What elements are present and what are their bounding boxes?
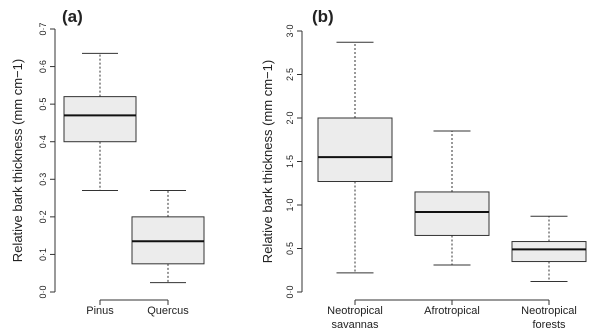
y-tick-label: 0·2 <box>38 210 48 223</box>
y-tick-label: 2·0 <box>285 111 295 124</box>
y-tick-label: 0·5 <box>38 98 48 111</box>
y-tick-label: 1·0 <box>285 198 295 211</box>
chart-panel-0: 0·0 0·1 0·2 0·3 0·4 0·5 0·6 0·7 Relative bark th… <box>10 7 205 317</box>
box-0 <box>63 52 137 192</box>
iqr-box <box>63 96 137 143</box>
x-tick-label: Afrotropical <box>424 305 480 317</box>
box-1 <box>414 130 490 266</box>
x-tick-label: Pinus <box>86 305 114 317</box>
box-2 <box>511 215 587 283</box>
y-axis-title: Relative bark thickness (mm cm−1) <box>10 59 25 262</box>
y-tick-label: 0·0 <box>285 285 295 298</box>
iqr-box <box>414 191 490 236</box>
panel-label: (b) <box>312 7 334 26</box>
box-0 <box>317 41 393 274</box>
y-tick-label: 1·5 <box>285 155 295 168</box>
y-tick-label: 0·4 <box>38 135 48 148</box>
y-tick-label: 0·6 <box>38 60 48 73</box>
chart-panel-1: 0·0 0·5 1·0 1·5 2·0 2·5 3·0 Relative bark thick… <box>260 7 587 331</box>
x-tick-label: Neotropical <box>327 305 383 317</box>
x-tick-label: Quercus <box>147 305 189 317</box>
iqr-box <box>511 241 587 263</box>
y-tick-label: 2·5 <box>285 68 295 81</box>
iqr-box <box>317 117 393 183</box>
x-tick-label: Neotropical <box>521 305 577 317</box>
y-tick-label: 0·0 <box>38 285 48 298</box>
y-tick-label: 3·0 <box>285 24 295 37</box>
panel-label: (a) <box>62 7 83 26</box>
x-tick-label: forests <box>532 319 566 331</box>
y-tick-label: 0·3 <box>38 173 48 186</box>
y-tick-label: 0·7 <box>38 22 48 35</box>
x-tick-label: savannas <box>331 319 379 331</box>
y-axis-title: Relative bark thickness (mm cm−1) <box>260 60 275 263</box>
box-1 <box>131 190 205 284</box>
y-tick-label: 0·5 <box>285 242 295 255</box>
y-tick-label: 0·1 <box>38 248 48 261</box>
